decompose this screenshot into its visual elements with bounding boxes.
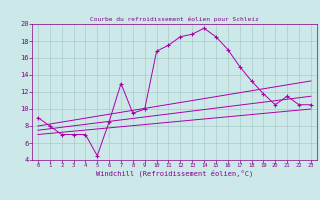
X-axis label: Windchill (Refroidissement éolien,°C): Windchill (Refroidissement éolien,°C)	[96, 170, 253, 177]
Title: Courbe du refroidissement éolien pour Schleiz: Courbe du refroidissement éolien pour Sc…	[90, 17, 259, 22]
